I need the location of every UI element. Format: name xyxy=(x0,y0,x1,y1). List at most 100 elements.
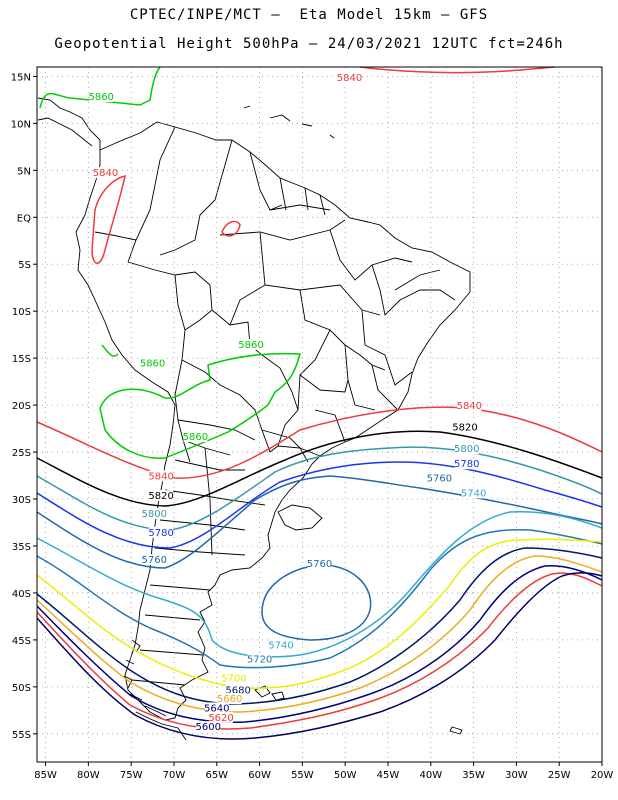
contour-label: 5600 xyxy=(195,721,221,733)
lon-tick-label: 70W xyxy=(163,770,186,781)
contour-label-bg xyxy=(268,639,293,651)
contour-label-text: 5820 xyxy=(452,423,477,434)
contour-5860 xyxy=(99,352,301,459)
contour-label-bg xyxy=(454,458,479,470)
contour-label-text: 5660 xyxy=(217,694,242,705)
contour-label-text: 5860 xyxy=(140,359,165,370)
lon-tick-label: 35W xyxy=(462,770,485,781)
contour-label-text: 5700 xyxy=(221,673,246,684)
contour-label: 5640 xyxy=(204,702,229,714)
contour-label: 5800 xyxy=(142,507,167,520)
contour-label: 5840 xyxy=(93,167,118,179)
contour-label: 5740 xyxy=(461,487,486,499)
lat-tick-label: 55S xyxy=(12,730,31,741)
contour-label-bg xyxy=(247,653,272,665)
contour-label-bg xyxy=(196,721,221,733)
contour-5720 xyxy=(36,528,603,669)
contour-label-bg xyxy=(209,711,234,723)
contour-5660 xyxy=(36,555,603,713)
contour-5620 xyxy=(36,572,603,730)
lon-tick-label: 50W xyxy=(334,770,357,781)
argentina-province-borders xyxy=(131,419,266,686)
contour-label-text: 5780 xyxy=(454,459,479,470)
contour-5780 xyxy=(36,461,603,549)
contour-label-bg xyxy=(337,72,362,84)
contour-label-bg xyxy=(149,490,174,502)
lon-tick-label: 25W xyxy=(548,770,571,781)
lon-tick-label: 55W xyxy=(291,770,314,781)
lon-tick-label: 85W xyxy=(34,770,57,781)
contour-label: 5860 xyxy=(238,338,264,351)
contour-label: 5760 xyxy=(307,557,332,570)
contour-label: 5860 xyxy=(183,430,208,443)
lat-tick-label: 40S xyxy=(12,589,31,600)
map-frame xyxy=(36,66,603,763)
contour-5840 xyxy=(221,220,241,237)
central-america-coastline xyxy=(37,97,101,150)
south-georgia-island xyxy=(449,726,463,735)
lat-tick-label: 25S xyxy=(12,448,31,459)
contour-5800 xyxy=(36,446,603,531)
contour-label: 5800 xyxy=(454,443,479,455)
lon-tick-label: 30W xyxy=(505,770,528,781)
contour-label-bg xyxy=(183,430,208,442)
lat-tick-label: 15N xyxy=(11,72,31,83)
contour-label-bg xyxy=(221,672,246,684)
contour-5760 xyxy=(36,475,603,569)
contour-5680 xyxy=(36,547,603,705)
lat-tick-label: 50S xyxy=(12,683,31,694)
contour-label-bg xyxy=(454,443,479,455)
contour-label-text: 5740 xyxy=(268,640,293,651)
contour-label-text: 5800 xyxy=(142,509,167,520)
contour-label: 5860 xyxy=(140,357,165,370)
brazil-state-borders xyxy=(219,219,456,457)
contour-label-text: 5860 xyxy=(238,340,263,351)
contour-5860 xyxy=(101,344,119,357)
contour-label-bg xyxy=(142,554,167,566)
height-contours xyxy=(36,66,603,740)
contour-label-text: 5680 xyxy=(225,686,250,697)
lat-tick-label: 5N xyxy=(17,166,31,177)
contour-label-text: 5840 xyxy=(148,471,173,482)
contour-label-text: 5780 xyxy=(148,528,173,539)
contour-label: 5700 xyxy=(221,672,247,684)
caribbean-islands xyxy=(243,105,335,139)
lat-tick-label: 5S xyxy=(18,260,31,271)
lon-tick-label: 45W xyxy=(377,770,400,781)
contour-5700 xyxy=(36,538,603,690)
contour-5840 xyxy=(359,66,556,74)
contour-label: 5840 xyxy=(148,470,174,482)
contour-label-bg xyxy=(217,693,242,705)
lat-tick-label: 30S xyxy=(12,495,31,506)
contour-label-text: 5860 xyxy=(88,92,113,103)
contour-label: 5840 xyxy=(457,399,482,412)
contour-label-text: 5740 xyxy=(461,488,486,499)
contour-label: 5680 xyxy=(225,684,251,697)
lon-tick-label: 20W xyxy=(591,770,614,781)
contour-label-bg xyxy=(453,421,478,433)
chart-title-line-1: CPTEC/INPE/MCT – Eta Model 15km – GFS xyxy=(129,7,489,23)
contour-label: 5720 xyxy=(247,653,272,666)
chart-title-line-2: Geopotential Height 500hPa – 24/03/2021 … xyxy=(54,36,564,52)
contour-label-bg xyxy=(457,399,482,411)
lon-tick-label: 60W xyxy=(248,770,271,781)
lon-tick-label: 65W xyxy=(205,770,228,781)
contour-label: 5740 xyxy=(268,639,294,651)
contour-label-text: 5760 xyxy=(307,559,332,570)
contour-label-bg xyxy=(93,167,118,179)
south-america-coastline xyxy=(75,121,471,721)
contour-label-text: 5820 xyxy=(148,491,173,502)
contour-label: 5780 xyxy=(148,526,174,539)
contour-label: 5760 xyxy=(142,554,167,566)
rio-de-la-plata xyxy=(277,504,323,531)
contour-label-bg xyxy=(204,702,229,714)
contour-label: 5780 xyxy=(454,458,479,470)
chile-archipelago xyxy=(123,639,187,741)
contour-label-bg xyxy=(149,526,174,538)
lon-tick-label: 75W xyxy=(120,770,143,781)
lat-tick-label: 45S xyxy=(12,636,31,647)
contour-label: 5660 xyxy=(217,693,242,705)
lat-tick-label: 10S xyxy=(12,307,31,318)
lat-tick-label: 10N xyxy=(11,119,31,130)
contour-5600 xyxy=(36,572,603,740)
